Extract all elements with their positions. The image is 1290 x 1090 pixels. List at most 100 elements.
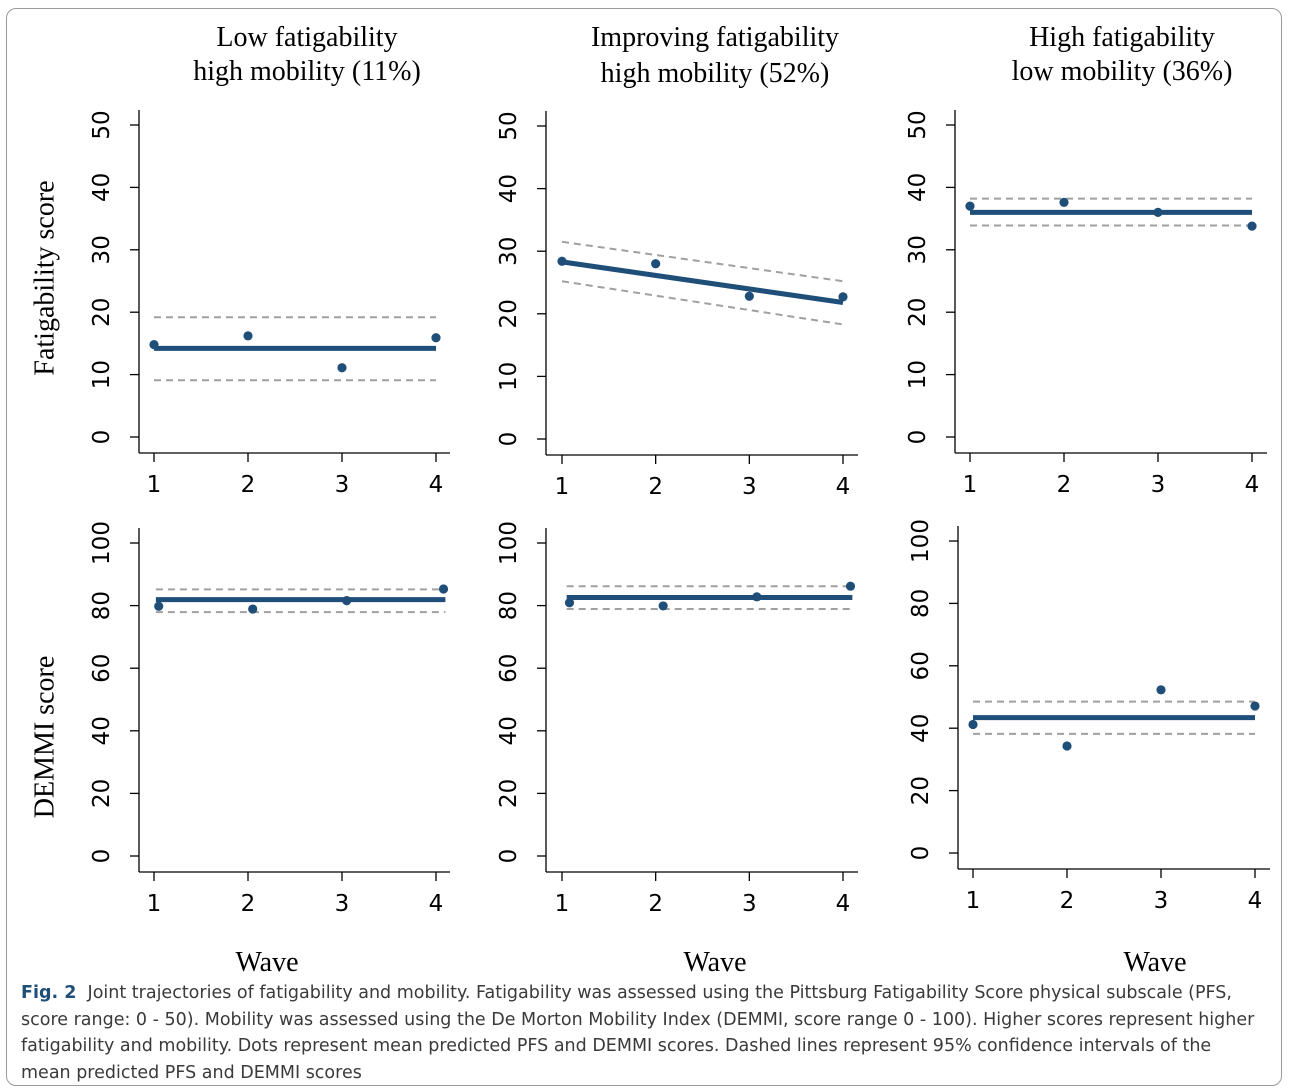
y-tick-label: 0: [908, 846, 934, 861]
data-point: [1250, 701, 1260, 711]
y-tick-label: 0: [89, 430, 115, 445]
y-tick-label: 40: [905, 173, 931, 202]
data-point: [651, 259, 661, 269]
x-tick-label: 1: [147, 891, 162, 917]
y-tick-label: 40: [496, 174, 522, 203]
panel-title-line2: high mobility (52%): [601, 58, 830, 89]
y-tick-label: 0: [496, 432, 522, 447]
y-tick-label: 50: [905, 110, 931, 139]
figure-caption: Fig. 2 Joint trajectories of fatigabilit…: [21, 980, 1261, 1086]
x-tick-label: 3: [335, 891, 350, 917]
y-tick-label: 20: [89, 298, 115, 327]
x-axis-title: Wave: [235, 947, 298, 978]
data-point: [248, 604, 258, 614]
x-tick-label: 1: [147, 472, 162, 498]
y-axis-title: Fatigability score: [30, 180, 61, 375]
data-point: [1247, 221, 1257, 231]
y-tick-label: 50: [89, 110, 115, 139]
y-tick-label: 10: [496, 362, 522, 391]
data-point: [337, 363, 347, 373]
y-tick-label: 40: [908, 714, 934, 743]
y-tick-label: 50: [496, 111, 522, 140]
data-point: [154, 601, 164, 611]
x-tick-label: 4: [836, 891, 851, 917]
x-tick-label: 4: [836, 474, 851, 500]
x-tick-label: 3: [1151, 472, 1166, 498]
y-tick-label: 20: [496, 779, 522, 808]
ci-upper-line: [561, 240, 844, 283]
y-tick-label: 10: [905, 360, 931, 389]
y-tick-label: 20: [908, 776, 934, 805]
x-axis-title: Wave: [1123, 947, 1186, 978]
x-tick-label: 4: [1248, 888, 1263, 914]
caption-label: Fig. 2: [21, 983, 77, 1003]
panel-title-line2: low mobility (36%): [1012, 56, 1233, 87]
y-tick-label: 30: [89, 235, 115, 264]
y-tick-label: 0: [496, 849, 522, 864]
data-point: [1153, 207, 1163, 217]
data-point: [968, 719, 978, 730]
x-tick-label: 4: [429, 472, 444, 498]
data-point: [1156, 685, 1166, 695]
y-tick-label: 20: [496, 299, 522, 328]
x-tick-label: 3: [1154, 888, 1169, 914]
y-tick-label: 80: [908, 589, 934, 618]
x-tick-label: 3: [335, 472, 350, 498]
x-tick-label: 3: [742, 474, 757, 500]
x-tick-label: 4: [1245, 472, 1260, 498]
x-tick-label: 3: [742, 891, 757, 917]
y-tick-label: 60: [496, 654, 522, 683]
y-tick-label: 60: [89, 654, 115, 683]
data-point: [431, 333, 441, 343]
y-axis-title: DEMMI score: [30, 656, 61, 819]
panel-2: 0 10 20 30 40 50 1 2 3 4 Improving fatigability hig…: [496, 22, 858, 500]
ci-lower-line: [561, 280, 844, 326]
y-tick-label: 0: [905, 430, 931, 445]
y-tick-label: 0: [89, 849, 115, 864]
x-tick-label: 2: [241, 891, 256, 917]
x-tick-label: 4: [429, 891, 444, 917]
x-tick-label: 1: [555, 891, 570, 917]
panel-4: 0 20 40 60 80 100 1 2 3 4 DEMMI score Wave: [30, 521, 450, 978]
data-point: [965, 201, 975, 211]
panel-title-line1: Improving fatigability: [591, 22, 839, 53]
y-tick-label: 20: [89, 779, 115, 808]
x-tick-label: 2: [1057, 472, 1072, 498]
panel-6: 0 20 40 60 80 100 1 2 3 4 Wave: [908, 519, 1270, 978]
x-tick-label: 1: [963, 472, 978, 498]
data-point: [149, 340, 159, 350]
y-tick-label: 80: [496, 591, 522, 620]
trajectory-line: [561, 259, 844, 306]
data-point: [845, 581, 856, 591]
data-point: [1062, 741, 1072, 751]
y-tick-label: 60: [908, 651, 934, 680]
x-tick-label: 2: [648, 891, 663, 917]
y-tick-label: 100: [496, 521, 522, 565]
x-tick-label: 2: [241, 472, 256, 498]
x-tick-label: 1: [555, 474, 570, 500]
y-tick-label: 100: [89, 521, 115, 565]
y-tick-label: 40: [89, 716, 115, 745]
y-tick-label: 10: [89, 360, 115, 389]
figure-frame: [6, 8, 1282, 1086]
panel-title-line1: Low fatigability: [216, 22, 397, 53]
panel-5: 0 20 40 60 80 100 1 2 3 4 Wave: [496, 521, 858, 978]
y-tick-label: 30: [496, 237, 522, 266]
y-tick-label: 30: [905, 235, 931, 264]
caption-text: Joint trajectories of fatigability and m…: [21, 983, 1255, 1083]
data-point: [243, 331, 253, 341]
x-axis-title: Wave: [683, 947, 746, 978]
data-point: [342, 595, 352, 606]
data-point: [658, 601, 668, 611]
data-point: [557, 256, 567, 266]
data-point: [438, 584, 449, 594]
x-tick-label: 1: [966, 888, 981, 914]
x-tick-label: 2: [1060, 888, 1075, 914]
y-tick-label: 40: [496, 716, 522, 745]
x-tick-label: 2: [648, 474, 663, 500]
data-point: [838, 292, 848, 302]
panel-title-line2: high mobility (11%): [193, 56, 421, 87]
